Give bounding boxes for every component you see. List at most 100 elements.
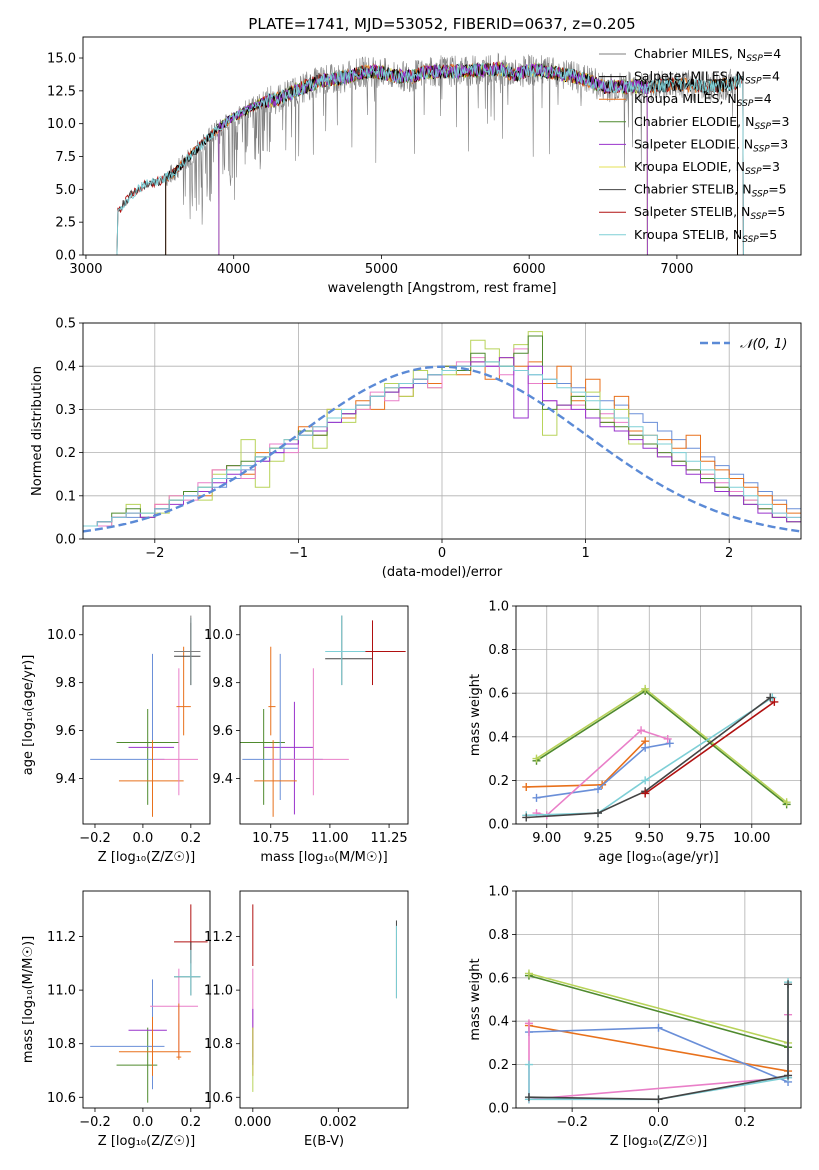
legend-entry: Kroupa MILES, NSSP=4 — [634, 91, 772, 109]
y-tick-label: 9.6 — [55, 724, 76, 739]
x-tick-label: 0.0 — [648, 1115, 669, 1130]
axes-frame — [82, 36, 802, 256]
weight-marker — [532, 793, 541, 802]
age-vs-Z-panel: −0.2 0.0 0.2 9.4 9.6 9.8 10.0 Z [log₁₀(Z/Z☉)] ag… — [21, 605, 211, 865]
spectrum-line-kroupa-stelib — [116, 62, 744, 255]
weight-marker — [770, 697, 779, 706]
weight-marker — [524, 1060, 533, 1069]
weight-line — [528, 984, 789, 1101]
y-axis-label: mass [log₁₀(M/M☉)] — [21, 936, 36, 1063]
y-tick-label: 0.2 — [488, 1058, 509, 1073]
weight-line — [536, 729, 668, 817]
mass-vs-Z-plot — [90, 904, 208, 1103]
y-tick-label: 10.6 — [204, 1091, 233, 1106]
weight-marker — [524, 969, 533, 978]
x-axis-label: E(B-V) — [304, 1134, 344, 1149]
y-axis-label: age [log₁₀(age/yr)] — [21, 655, 36, 776]
weight-marker — [532, 754, 541, 763]
y-axis-label: Normed distribution — [30, 366, 45, 496]
legend-entry: Salpeter STELIB, NSSP=5 — [634, 204, 785, 222]
gaussian-curve — [83, 365, 801, 533]
x-tick-label: −0.2 — [79, 831, 111, 846]
y-tick-label: 9.8 — [55, 676, 76, 691]
y-tick-label: 0.6 — [488, 687, 509, 702]
weight-marker — [654, 1023, 663, 1032]
y-tick-label: 11.2 — [47, 930, 76, 945]
x-tick-label: 2 — [725, 546, 733, 561]
x-axis-label: Z [log₁₀(Z/Z☉)] — [98, 850, 195, 865]
age-vs-mass-panel: 10.75 11.00 11.25 9.4 9.6 9.8 10.0 mass [log₁₀(… — [204, 605, 409, 865]
x-tick-label: 0.000 — [234, 1115, 271, 1130]
weight-line — [536, 742, 670, 799]
y-tick-label: 0.0 — [55, 249, 76, 264]
legend-entry: Chabrier MILES, NSSP=4 — [634, 46, 781, 64]
residuals-panel: −2 −1 0 1 2 0.0 0.1 0.2 0.3 0.4 0.5 (data-model)/er… — [30, 317, 802, 580]
y-tick-label: 5.0 — [55, 183, 76, 198]
y-tick-label: 9.4 — [212, 772, 233, 787]
y-tick-label: 0.2 — [488, 774, 509, 789]
weight-marker — [784, 980, 793, 989]
y-tick-label: 11.2 — [204, 930, 233, 945]
spectrum-plot — [116, 52, 744, 255]
y-tick-label: 0.0 — [488, 1102, 509, 1117]
weight-marker — [522, 782, 531, 791]
weight-vs-age-panel: 9.00 9.25 9.50 9.75 10.00 0.0 0.2 0.4 0.6 0.8 1.0 a… — [468, 600, 802, 865]
x-axis-label: Z [log₁₀(Z/Z☉)] — [610, 1134, 707, 1149]
weight-marker — [524, 1093, 533, 1102]
y-tick-label: 11.0 — [204, 984, 233, 999]
weight-marker — [524, 1019, 533, 1028]
y-tick-label: 9.4 — [55, 772, 76, 787]
y-tick-label: 0.3 — [55, 403, 76, 418]
weight-vs-Z-panel: −0.2 0.0 0.2 0.0 0.2 0.4 0.6 0.8 1.0 Z [log₁₀(Z/Z… — [468, 885, 802, 1149]
legend-entry: Kroupa ELODIE, NSSP=3 — [634, 159, 780, 177]
y-axis-label: mass weight — [468, 674, 483, 756]
weight-marker — [766, 693, 775, 702]
axes-frame — [515, 605, 802, 825]
y-tick-label: 0.2 — [55, 446, 76, 461]
axes-frame — [239, 890, 409, 1109]
histogram-kroupa-stelib — [83, 361, 801, 539]
weight-marker — [637, 726, 646, 735]
weight-marker — [522, 813, 531, 822]
y-tick-label: 10.6 — [47, 1091, 76, 1106]
x-tick-label: 11.00 — [311, 831, 348, 846]
y-tick-label: 1.0 — [488, 885, 509, 900]
y-tick-label: 0.4 — [55, 360, 76, 375]
legend-entry: Salpeter ELODIE, NSSP=3 — [634, 136, 788, 154]
axes-frame — [82, 322, 802, 540]
x-tick-label: 9.50 — [635, 831, 664, 846]
weight-marker — [654, 1095, 663, 1104]
legend-entry: Chabrier ELODIE, NSSP=3 — [634, 114, 789, 132]
chart-title: PLATE=1741, MJD=53052, FIBERID=0637, z=0… — [248, 15, 635, 33]
y-tick-label: 10.8 — [204, 1037, 233, 1052]
weight-line — [644, 701, 775, 795]
x-tick-label: 9.00 — [532, 831, 561, 846]
legend-entry: Kroupa STELIB, NSSP=5 — [634, 227, 777, 245]
weight-marker — [782, 798, 791, 807]
y-tick-label: 11.0 — [47, 984, 76, 999]
x-axis-label: age [log₁₀(age/yr)] — [598, 850, 719, 865]
weight-marker — [594, 809, 603, 818]
x-tick-label: 11.25 — [370, 831, 407, 846]
mass-vs-ebv-panel: 0.000 0.002 10.6 10.8 11.0 11.2 E(B-V) — [204, 890, 409, 1149]
weight-marker — [641, 684, 650, 693]
weight-line — [526, 696, 771, 819]
legend-entry: Salpeter MILES, NSSP=4 — [634, 69, 780, 87]
y-tick-label: 0.0 — [55, 533, 76, 548]
spectrum-legend: Chabrier MILES, NSSP=4 Salpeter MILES, NS… — [599, 46, 789, 245]
weight-line — [536, 690, 788, 806]
residuals-plot — [83, 331, 801, 539]
weight-marker — [641, 789, 650, 798]
weight-vs-Z-plot — [524, 969, 793, 1104]
y-tick-label: 9.8 — [212, 676, 233, 691]
x-tick-label: 1 — [581, 546, 589, 561]
y-tick-label: 10.8 — [47, 1037, 76, 1052]
x-tick-label: 9.25 — [584, 831, 613, 846]
weight-marker — [641, 743, 650, 752]
y-tick-label: 0.1 — [55, 489, 76, 504]
x-tick-label: 0 — [438, 546, 446, 561]
x-axis-label: mass [log₁₀(M/M☉)] — [260, 850, 387, 865]
x-axis-label: wavelength [Angstrom, rest frame] — [328, 281, 557, 296]
weight-marker — [594, 785, 603, 794]
